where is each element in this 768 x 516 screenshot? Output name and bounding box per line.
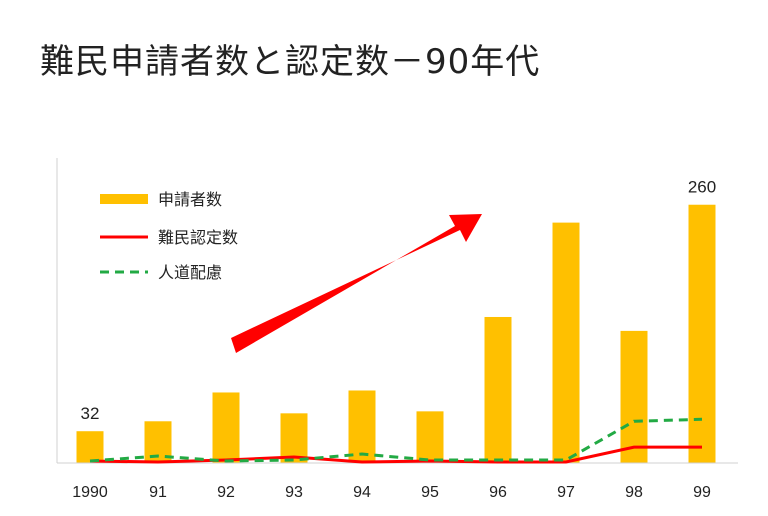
x-tick-92: 92 bbox=[217, 484, 235, 501]
bar-96 bbox=[484, 316, 512, 463]
legend-label-3: 人道配慮 bbox=[158, 263, 222, 282]
x-tick-91: 91 bbox=[149, 484, 167, 501]
x-tick-98: 98 bbox=[625, 484, 643, 501]
x-tick-99: 99 bbox=[693, 484, 711, 501]
bar-98 bbox=[620, 330, 648, 463]
series-line-2 bbox=[89, 417, 703, 463]
x-tick-1990: 1990 bbox=[72, 484, 108, 501]
page-title: 難民申請者数と認定数－90年代 bbox=[40, 42, 541, 82]
bar-94 bbox=[348, 390, 376, 463]
x-tick-94: 94 bbox=[353, 484, 371, 501]
series-line-1 bbox=[89, 445, 702, 464]
legend-swatch-1 bbox=[100, 194, 148, 204]
bar-1990 bbox=[76, 431, 104, 463]
data-label-99: 260 bbox=[688, 178, 716, 197]
data-label-1990: 32 bbox=[81, 404, 100, 423]
x-tick-95: 95 bbox=[421, 484, 439, 501]
trend-arrow-icon bbox=[231, 214, 482, 353]
bar-97 bbox=[552, 222, 580, 463]
bar-92 bbox=[212, 392, 240, 463]
bar-93 bbox=[280, 413, 308, 463]
legend-label-1: 申請者数 bbox=[158, 190, 222, 209]
x-tick-96: 96 bbox=[489, 484, 507, 501]
legend-label-2: 難民認定数 bbox=[158, 228, 238, 247]
bar-95 bbox=[416, 411, 444, 463]
x-tick-97: 97 bbox=[557, 484, 575, 501]
x-tick-93: 93 bbox=[285, 484, 303, 501]
bar-99 bbox=[688, 204, 716, 463]
